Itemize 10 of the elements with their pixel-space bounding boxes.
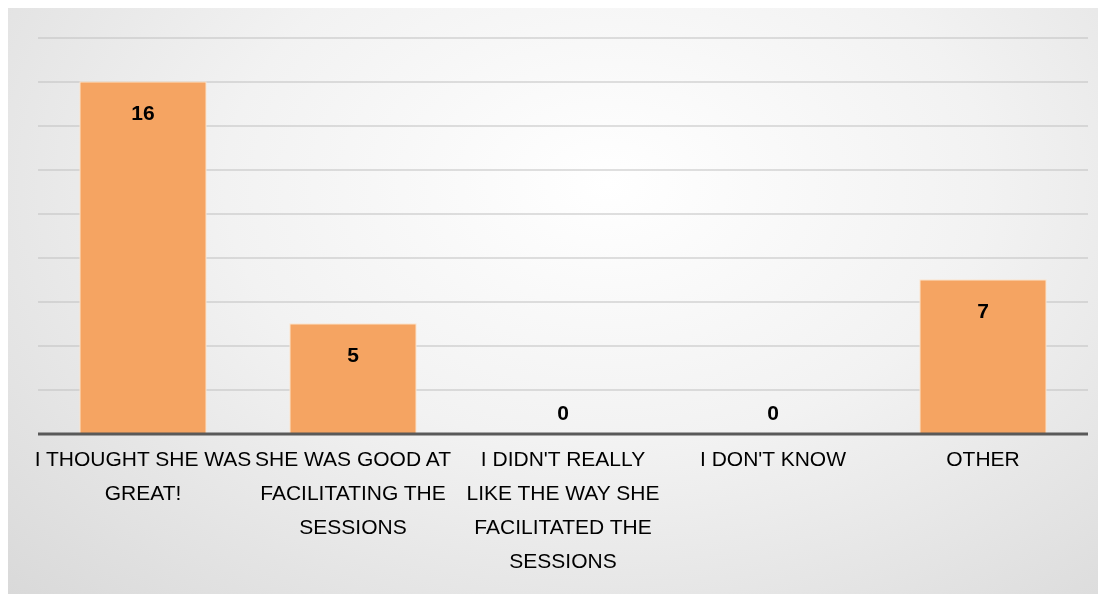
- data-label: 0: [557, 401, 569, 424]
- x-tick-label: I DIDN'T REALLY LIKE THE WAY SHE FACILITATED THE SESSIONS: [466, 447, 660, 572]
- x-tick-label: I THOUGHT SHE WAS GREAT!: [34, 447, 252, 504]
- data-label: 7: [977, 299, 989, 322]
- data-label: 0: [767, 401, 779, 424]
- data-label: 5: [347, 343, 360, 366]
- x-tick-label: I DON'T KNOW: [700, 447, 847, 470]
- x-tick-label: SHE WAS GOOD AT FACILITATING THE SESSIONS: [254, 447, 452, 538]
- data-label: 16: [131, 101, 155, 124]
- x-tick-label: OTHER: [946, 447, 1020, 470]
